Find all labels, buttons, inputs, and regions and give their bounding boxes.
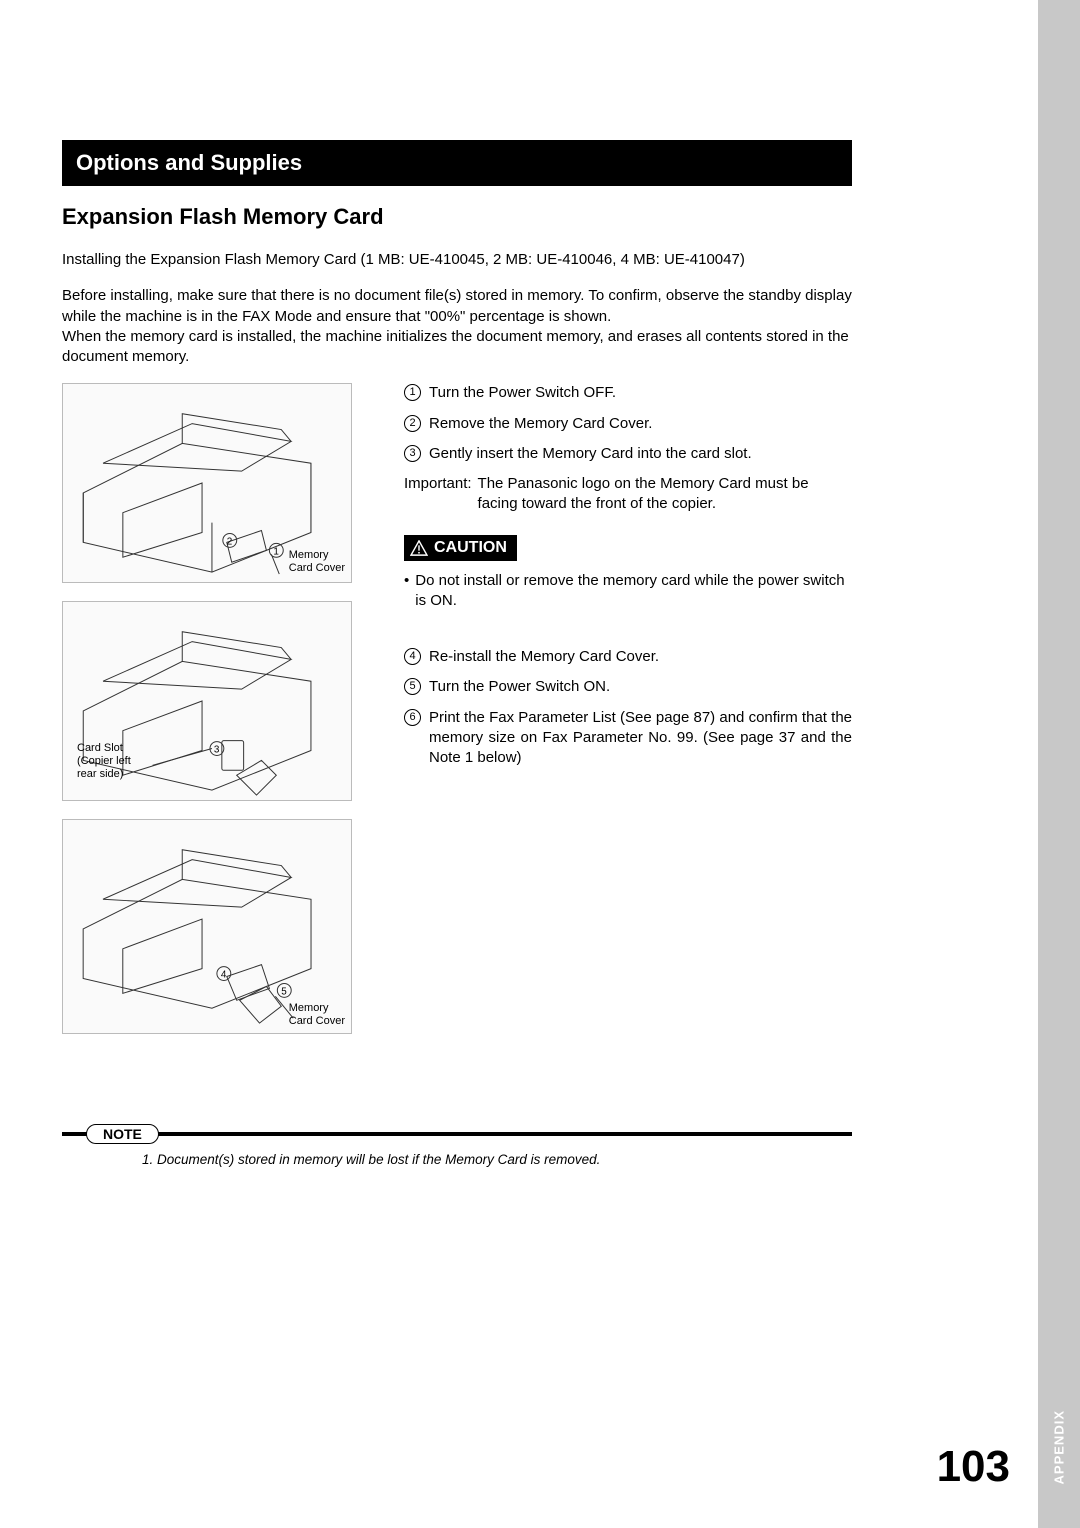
important-label: Important: [404,474,472,515]
step-3-num: 3 [404,445,421,462]
step-6: 6 Print the Fax Parameter List (See page … [404,708,852,769]
step-4: 4 Re-install the Memory Card Cover. [404,647,852,667]
svg-text:4: 4 [221,970,227,981]
step-6-text: Print the Fax Parameter List (See page 8… [429,708,852,769]
diagram-1-label: Memory Card Cover [289,549,345,574]
caution-bullet: • Do not install or remove the memory ca… [404,571,852,612]
step-4-text: Re-install the Memory Card Cover. [429,647,659,667]
caution-text: Do not install or remove the memory card… [415,571,852,612]
page-content: Options and Supplies Expansion Flash Mem… [62,140,852,1167]
diagram-1: 2 1 Memory Card Cover [62,383,352,583]
step-3: 3 Gently insert the Memory Card into the … [404,444,852,464]
instructions-column: 1 Turn the Power Switch OFF. 2 Remove the … [392,383,852,1052]
step-2: 2 Remove the Memory Card Cover. [404,414,852,434]
step-1: 1 Turn the Power Switch OFF. [404,383,852,403]
section-bar-title: Options and Supplies [76,150,302,175]
section-bar: Options and Supplies [62,140,852,186]
step-2-text: Remove the Memory Card Cover. [429,414,652,434]
diagram-3: 4 5 Memory Card Cover [62,819,352,1034]
step-1-text: Turn the Power Switch OFF. [429,383,616,403]
note-text: 1. Document(s) stored in memory will be … [142,1152,852,1167]
diagram-2-label: Card Slot (Copier left rear side) [77,742,131,780]
warning-icon [410,540,428,556]
svg-text:3: 3 [214,745,220,756]
step-5: 5 Turn the Power Switch ON. [404,677,852,697]
caution-label: CAUTION [434,539,507,557]
note-pill: NOTE [86,1124,159,1144]
svg-text:2: 2 [227,537,233,548]
step-4-num: 4 [404,648,421,665]
svg-text:5: 5 [281,987,287,998]
step-3-text: Gently insert the Memory Card into the c… [429,444,752,464]
svg-text:1: 1 [273,547,279,558]
section-title: Expansion Flash Memory Card [62,204,852,230]
step-5-num: 5 [404,678,421,695]
step-1-num: 1 [404,384,421,401]
pre-install-text: Before installing, make sure that there … [62,286,852,367]
diagram-2: 3 Card Slot (Copier left rear side) [62,601,352,801]
step-6-num: 6 [404,709,421,726]
note-divider [62,1132,852,1136]
caution-box: CAUTION [404,535,517,561]
step-5-text: Turn the Power Switch ON. [429,677,610,697]
important-note: Important: The Panasonic logo on the Mem… [404,474,852,515]
important-text: The Panasonic logo on the Memory Card mu… [478,474,852,515]
step-2-num: 2 [404,415,421,432]
diagram-column: 2 1 Memory Card Cover [62,383,392,1052]
appendix-tab-label: APPENDIX [1052,1410,1067,1484]
intro-line: Installing the Expansion Flash Memory Ca… [62,250,852,270]
diagram-3-label: Memory Card Cover [289,1002,345,1027]
steps-list-a: 1 Turn the Power Switch OFF. 2 Remove the … [404,383,852,464]
bullet-dot: • [404,571,409,612]
appendix-tab: APPENDIX [1038,0,1080,1528]
steps-list-b: 4 Re-install the Memory Card Cover. 5 Turn… [404,647,852,768]
page-number: 103 [937,1442,1010,1492]
